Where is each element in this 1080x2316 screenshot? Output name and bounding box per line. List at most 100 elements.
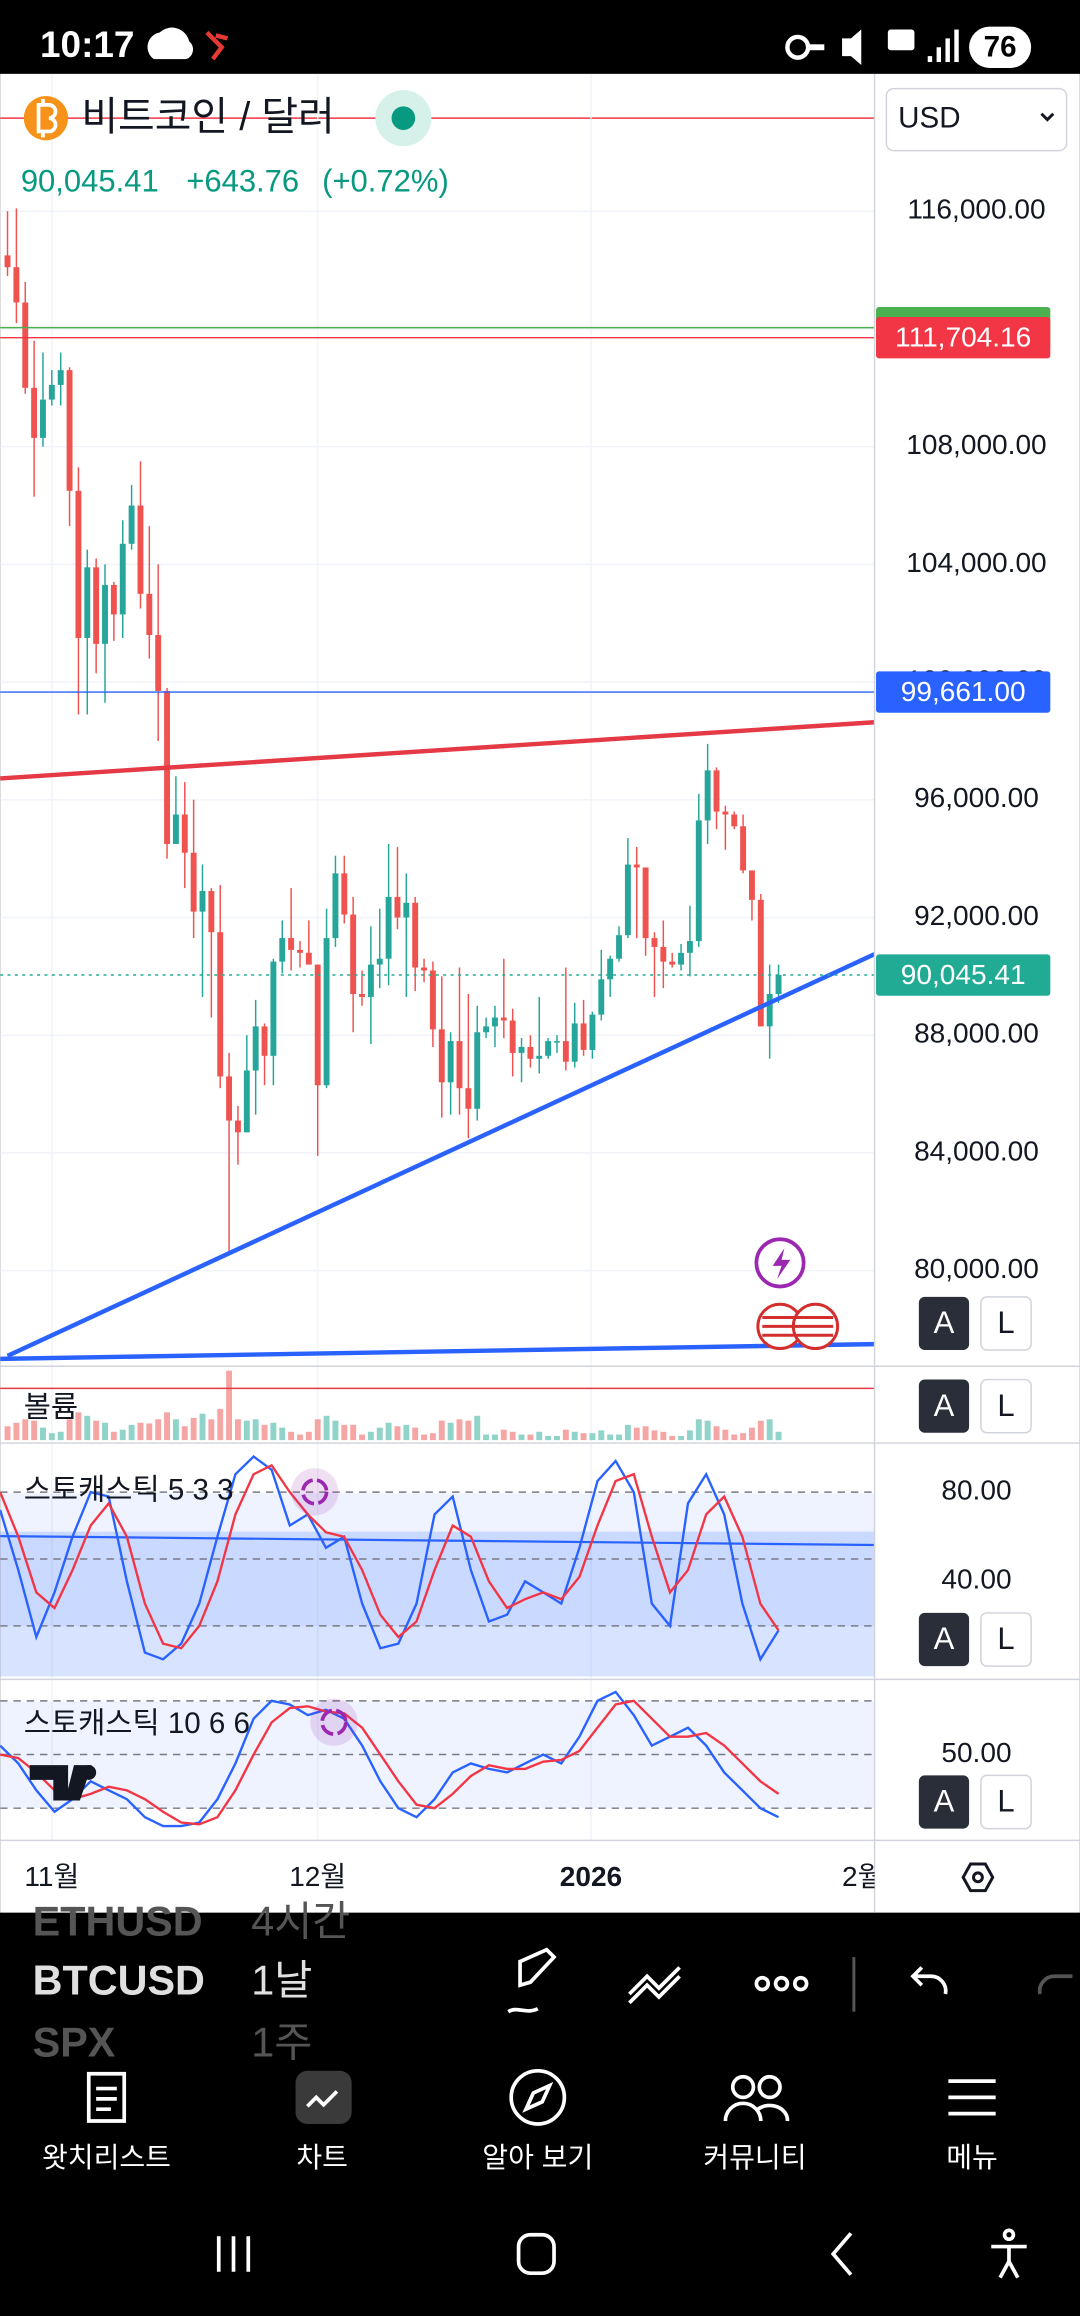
y-tick-label: 96,000.00 (914, 782, 1039, 813)
candle-body (660, 946, 667, 962)
support-line (6, 952, 875, 1358)
volume-bar (40, 1427, 46, 1441)
candle-body (686, 941, 693, 953)
drawn-line (0, 1535, 875, 1547)
volume-bar (323, 1415, 330, 1441)
volume-bar (456, 1419, 463, 1441)
y-tick-label: 104,000.00 (906, 547, 1046, 578)
stoch-line (0, 1463, 780, 1650)
log-scale-label: L (997, 1388, 1014, 1423)
volume-bar (252, 1419, 259, 1441)
nav-label[interactable]: 알아 보기 (482, 2142, 593, 2173)
currency-dropdown[interactable] (885, 87, 1068, 152)
volume-bar (146, 1423, 153, 1441)
volume-bar (288, 1431, 295, 1441)
candle-body (562, 1041, 569, 1062)
candle-body (137, 505, 144, 594)
candle-body (447, 1041, 454, 1083)
volume-bar (57, 1431, 64, 1441)
interval[interactable]: 1날 (251, 1958, 312, 2004)
symbol[interactable]: SPX (33, 2020, 116, 2066)
log-scale-button[interactable] (980, 1296, 1032, 1351)
time-axis: 11월 12월 2026 2월 (24, 1861, 874, 1892)
volume-bar (749, 1427, 755, 1441)
log-scale-label: L (997, 1784, 1014, 1819)
candle-body (465, 1088, 472, 1109)
undo-icon[interactable] (910, 1966, 948, 1995)
candle-body (483, 1026, 490, 1033)
candle-body (651, 938, 658, 947)
candle-body (536, 1055, 543, 1059)
volume-bar (518, 1434, 525, 1441)
dropdown-arrow (1040, 112, 1055, 122)
volume-bar (199, 1413, 206, 1441)
candle-body (279, 938, 286, 962)
nav-label[interactable]: 메뉴 (946, 2142, 998, 2173)
volume-bar (403, 1424, 410, 1441)
redo-icon[interactable] (1037, 1974, 1073, 1995)
pane-label: 볼륨 (24, 1391, 78, 1424)
volume-bar (562, 1429, 569, 1441)
candle-body (146, 593, 153, 636)
auto-scale-label: A (934, 1388, 955, 1423)
auto-scale-button[interactable] (918, 1379, 970, 1433)
volume-bar (589, 1433, 596, 1441)
log-scale-button[interactable] (980, 1774, 1032, 1830)
candle-body (350, 914, 357, 995)
volume-bar (217, 1408, 224, 1441)
y-tick-label: 108,000.00 (906, 429, 1046, 460)
candle-body (545, 1041, 552, 1056)
volume-bar (757, 1420, 764, 1441)
volume-bar (102, 1422, 108, 1441)
more-icon[interactable] (754, 1975, 809, 1992)
candle-body (199, 891, 206, 912)
symbol[interactable]: BTCUSD (33, 1958, 205, 2004)
nav-icons (86, 2068, 996, 2126)
tv-logo-dot (81, 1765, 97, 1780)
system-nav[interactable] (216, 2228, 1027, 2279)
nav-label[interactable]: 차트 (296, 2142, 348, 2173)
volume-bar (695, 1419, 702, 1441)
candle-body (456, 1041, 463, 1089)
candle-body (323, 938, 330, 1086)
auto-scale-button[interactable] (918, 1612, 970, 1667)
volume-bar (394, 1426, 401, 1441)
interval[interactable]: 4시간 (251, 1899, 350, 1945)
resistance-line (0, 720, 875, 781)
volume-bar (234, 1419, 241, 1441)
volume-bar (341, 1424, 348, 1441)
candle-body (500, 1017, 507, 1021)
volume-bar (4, 1426, 11, 1441)
auto-scale-button[interactable] (918, 1775, 970, 1829)
auto-scale-button[interactable] (918, 1296, 970, 1351)
y-tick-label: 92,000.00 (914, 900, 1039, 931)
volume-bar (359, 1434, 365, 1441)
volume-bar (297, 1434, 303, 1441)
candle-body (642, 867, 649, 939)
candle-body (438, 1029, 445, 1083)
interval[interactable]: 1주 (251, 2020, 312, 2066)
nav-label[interactable]: 커뮤니티 (703, 2142, 806, 2173)
battery-level: 76 (984, 31, 1017, 64)
trend-icon[interactable] (628, 1966, 681, 2005)
candle-body (766, 994, 773, 1027)
volume-bar (332, 1420, 339, 1441)
draw-icon[interactable] (507, 1947, 557, 2014)
candle-body (155, 635, 162, 691)
nav-label[interactable]: 왓치리스트 (42, 2142, 171, 2173)
price-change-pct: (+0.72%) (322, 163, 449, 198)
candle-body (252, 1026, 259, 1071)
candle-body (624, 864, 631, 936)
log-scale-button[interactable] (980, 1612, 1032, 1667)
log-scale-button[interactable] (980, 1378, 1032, 1434)
candle-body (704, 770, 711, 821)
time-label: 11월 (24, 1861, 79, 1892)
volume-bar (367, 1431, 374, 1441)
auto-scale-label: A (934, 1621, 955, 1656)
symbol-title: 비트코인 / 달러 (81, 95, 334, 139)
symbol[interactable]: ETHUSD (33, 1899, 203, 1945)
btc-icon (23, 96, 69, 141)
settings-icon[interactable] (961, 1862, 995, 1893)
volume-bar (93, 1420, 100, 1441)
candle-body (775, 975, 782, 995)
